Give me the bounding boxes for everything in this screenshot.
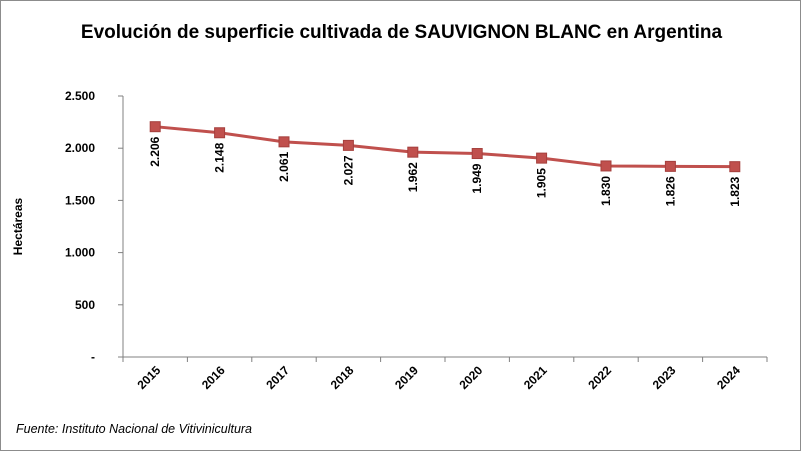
y-tick-label: 1.500 [65,193,95,207]
data-point-marker [214,127,226,139]
data-label: 2.061 [277,152,291,182]
data-label: 1.962 [406,162,420,192]
data-point-marker [600,160,612,172]
data-label: 1.823 [728,176,742,206]
data-label: 1.949 [470,163,484,193]
y-tick-label: - [91,350,95,364]
y-tick-label: 500 [75,298,95,312]
data-label: 1.905 [535,168,549,198]
data-labels: 2.206 2.148 2.061 2.027 1.962 1.949 1.905 1.830… [148,136,742,206]
data-label: 2.027 [341,155,355,185]
data-point-marker [149,121,161,133]
x-tick-label: 2017 [263,363,292,392]
data-point-marker [278,136,290,148]
y-tick-label: 1.000 [65,246,95,260]
x-tick-label: 2016 [199,363,228,392]
chart-title: Evolución de superficie cultivada de SAU… [80,22,723,43]
data-point-marker [342,139,354,151]
x-tick-label: 2022 [585,363,614,392]
data-point-marker [407,146,419,158]
data-point-marker [471,148,483,160]
x-tick-label: 2018 [328,363,357,392]
data-label: 2.206 [148,136,162,166]
y-axis-title: Hectáreas [11,197,25,255]
data-label: 2.148 [213,142,227,172]
data-point-marker [729,161,741,173]
source-note: Fuente: Instituto Nacional de Vitivinicu… [16,422,253,436]
data-label: 1.826 [663,176,677,206]
data-point-marker [536,152,548,164]
series-markers [149,121,741,173]
x-tick-label: 2019 [392,363,421,392]
data-point-marker [664,160,676,172]
series-line [155,125,735,169]
x-tick-label: 2024 [714,363,743,392]
x-tick-label: 2015 [135,363,164,392]
data-label: 1.830 [599,176,613,206]
y-ticks: - 500 1.000 1.500 2.000 2.500 [65,89,123,364]
x-tick-label: 2023 [650,363,679,392]
y-tick-label: 2.000 [65,141,95,155]
x-tick-label: 2021 [521,363,550,392]
y-tick-label: 2.500 [65,89,95,103]
x-tick-label: 2020 [457,363,486,392]
x-ticks: 2015 2016 2017 2018 2019 2020 2021 2022 2023 2024 [122,357,768,392]
